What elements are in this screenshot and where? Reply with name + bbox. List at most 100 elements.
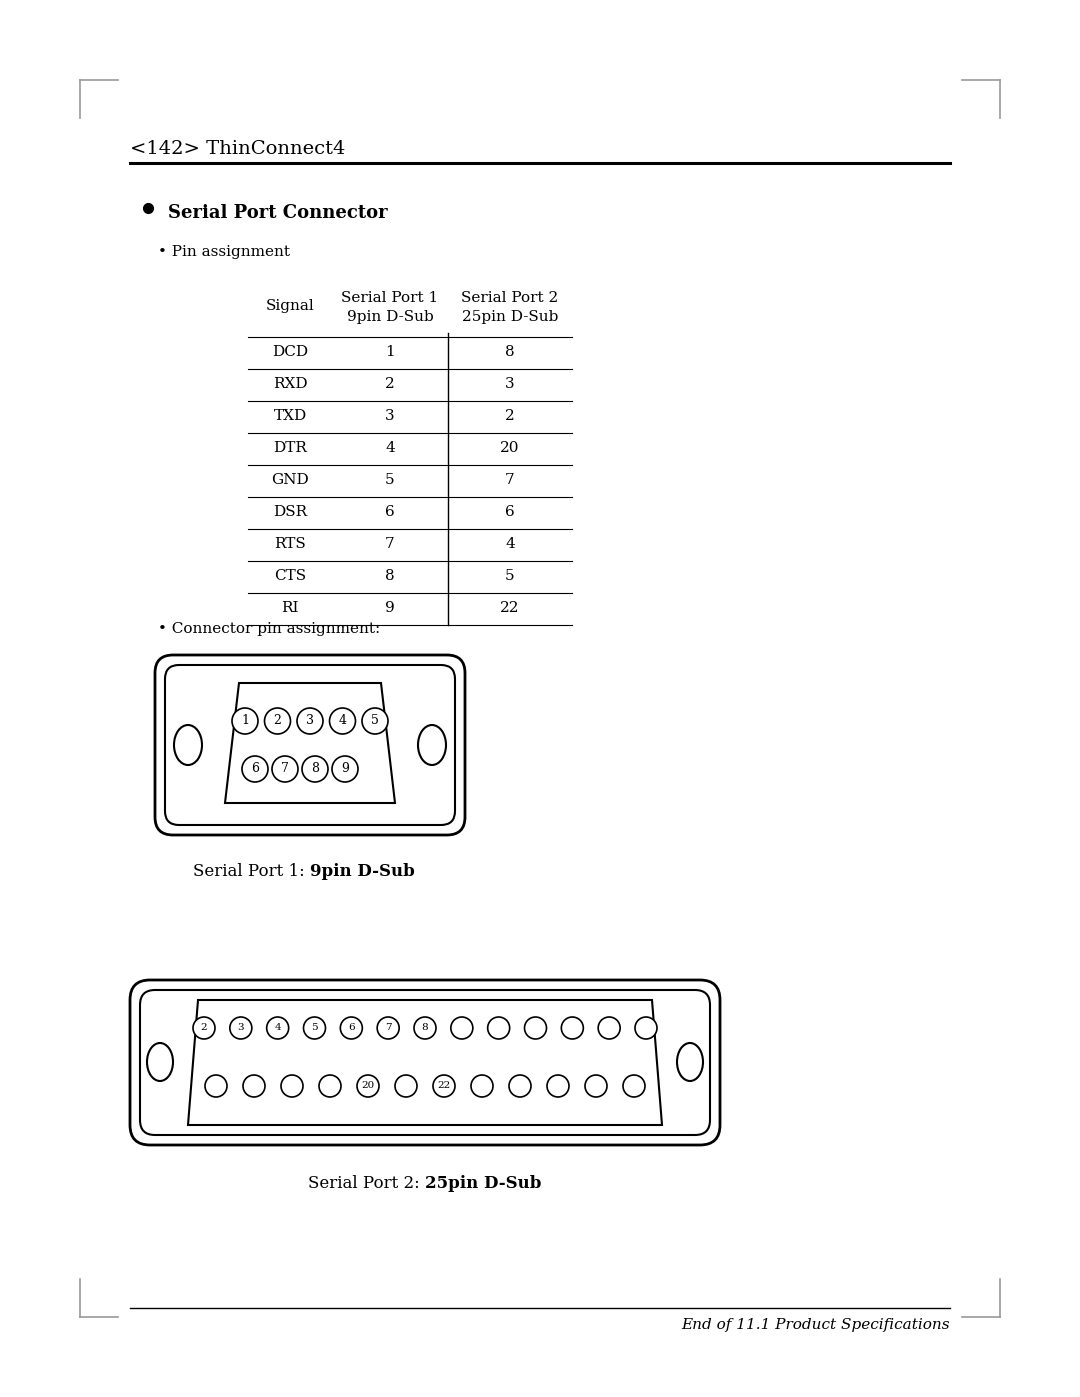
Text: RTS: RTS bbox=[274, 536, 306, 550]
Circle shape bbox=[230, 1017, 252, 1039]
Text: 8: 8 bbox=[505, 345, 515, 359]
Polygon shape bbox=[188, 1000, 662, 1125]
Text: 8: 8 bbox=[421, 1024, 429, 1032]
Circle shape bbox=[598, 1017, 620, 1039]
Text: 5: 5 bbox=[311, 1024, 318, 1032]
Circle shape bbox=[332, 756, 357, 782]
Circle shape bbox=[433, 1076, 455, 1097]
Circle shape bbox=[488, 1017, 510, 1039]
Circle shape bbox=[395, 1076, 417, 1097]
Text: 5: 5 bbox=[505, 569, 515, 583]
Circle shape bbox=[303, 1017, 325, 1039]
Text: Serial Port 2:: Serial Port 2: bbox=[308, 1175, 426, 1192]
Text: DTR: DTR bbox=[273, 441, 307, 455]
Text: 3: 3 bbox=[238, 1024, 244, 1032]
Text: 25pin D-Sub: 25pin D-Sub bbox=[426, 1175, 541, 1192]
Ellipse shape bbox=[147, 1044, 173, 1081]
Circle shape bbox=[635, 1017, 657, 1039]
Text: 20: 20 bbox=[362, 1081, 375, 1091]
Text: 9: 9 bbox=[341, 763, 349, 775]
Text: 7: 7 bbox=[281, 763, 289, 775]
FancyBboxPatch shape bbox=[165, 665, 455, 826]
Text: Signal: Signal bbox=[266, 299, 314, 313]
Text: 6: 6 bbox=[386, 504, 395, 520]
Text: 4: 4 bbox=[386, 441, 395, 455]
Text: 8: 8 bbox=[386, 569, 395, 583]
Text: 2: 2 bbox=[273, 714, 282, 728]
Ellipse shape bbox=[174, 725, 202, 766]
Text: 4: 4 bbox=[274, 1024, 281, 1032]
Text: 2: 2 bbox=[386, 377, 395, 391]
Circle shape bbox=[267, 1017, 288, 1039]
Text: • Connector pin assignment:: • Connector pin assignment: bbox=[158, 622, 380, 636]
Text: <142> ThinConnect4: <142> ThinConnect4 bbox=[130, 140, 346, 158]
Text: 22: 22 bbox=[500, 601, 519, 615]
Polygon shape bbox=[225, 683, 395, 803]
Circle shape bbox=[562, 1017, 583, 1039]
Circle shape bbox=[525, 1017, 546, 1039]
Text: TXD: TXD bbox=[273, 409, 307, 423]
Text: Serial Port 1:: Serial Port 1: bbox=[193, 863, 310, 880]
Text: RXD: RXD bbox=[272, 377, 308, 391]
Text: • Pin assignment: • Pin assignment bbox=[158, 244, 291, 258]
Text: Serial Port 1
9pin D-Sub: Serial Port 1 9pin D-Sub bbox=[341, 291, 438, 324]
Text: End of 11.1 Product Specifications: End of 11.1 Product Specifications bbox=[681, 1317, 950, 1331]
Text: CTS: CTS bbox=[274, 569, 306, 583]
Text: 7: 7 bbox=[384, 1024, 391, 1032]
Text: Serial Port 2
25pin D-Sub: Serial Port 2 25pin D-Sub bbox=[461, 291, 558, 324]
Text: 7: 7 bbox=[386, 536, 395, 550]
FancyBboxPatch shape bbox=[130, 981, 720, 1146]
Circle shape bbox=[232, 708, 258, 733]
Text: DSR: DSR bbox=[273, 504, 307, 520]
Circle shape bbox=[377, 1017, 400, 1039]
Circle shape bbox=[414, 1017, 436, 1039]
Text: 2: 2 bbox=[505, 409, 515, 423]
Text: 6: 6 bbox=[348, 1024, 354, 1032]
Circle shape bbox=[319, 1076, 341, 1097]
Text: 2: 2 bbox=[201, 1024, 207, 1032]
Circle shape bbox=[265, 708, 291, 733]
Text: 9: 9 bbox=[386, 601, 395, 615]
Circle shape bbox=[357, 1076, 379, 1097]
Circle shape bbox=[585, 1076, 607, 1097]
Text: 1: 1 bbox=[386, 345, 395, 359]
Text: GND: GND bbox=[271, 474, 309, 488]
Ellipse shape bbox=[677, 1044, 703, 1081]
Text: 3: 3 bbox=[386, 409, 395, 423]
Circle shape bbox=[205, 1076, 227, 1097]
Ellipse shape bbox=[418, 725, 446, 766]
Text: 8: 8 bbox=[311, 763, 319, 775]
Circle shape bbox=[509, 1076, 531, 1097]
Circle shape bbox=[450, 1017, 473, 1039]
Circle shape bbox=[362, 708, 388, 733]
Text: 22: 22 bbox=[437, 1081, 450, 1091]
Circle shape bbox=[297, 708, 323, 733]
Circle shape bbox=[193, 1017, 215, 1039]
Text: RI: RI bbox=[281, 601, 299, 615]
Circle shape bbox=[623, 1076, 645, 1097]
FancyBboxPatch shape bbox=[140, 990, 710, 1134]
Text: 4: 4 bbox=[338, 714, 347, 728]
Text: 5: 5 bbox=[386, 474, 395, 488]
Circle shape bbox=[340, 1017, 362, 1039]
Circle shape bbox=[302, 756, 328, 782]
Text: 7: 7 bbox=[505, 474, 515, 488]
Circle shape bbox=[242, 756, 268, 782]
Text: 3: 3 bbox=[505, 377, 515, 391]
Text: 20: 20 bbox=[500, 441, 519, 455]
Text: 4: 4 bbox=[505, 536, 515, 550]
Circle shape bbox=[281, 1076, 303, 1097]
Text: 6: 6 bbox=[251, 763, 259, 775]
Text: 3: 3 bbox=[306, 714, 314, 728]
Circle shape bbox=[546, 1076, 569, 1097]
Text: 6: 6 bbox=[505, 504, 515, 520]
Text: 5: 5 bbox=[372, 714, 379, 728]
Text: DCD: DCD bbox=[272, 345, 308, 359]
Text: 1: 1 bbox=[241, 714, 249, 728]
Circle shape bbox=[272, 756, 298, 782]
FancyBboxPatch shape bbox=[156, 655, 465, 835]
Circle shape bbox=[243, 1076, 265, 1097]
Text: 9pin D-Sub: 9pin D-Sub bbox=[310, 863, 415, 880]
Text: Serial Port Connector: Serial Port Connector bbox=[168, 204, 388, 222]
Circle shape bbox=[329, 708, 355, 733]
